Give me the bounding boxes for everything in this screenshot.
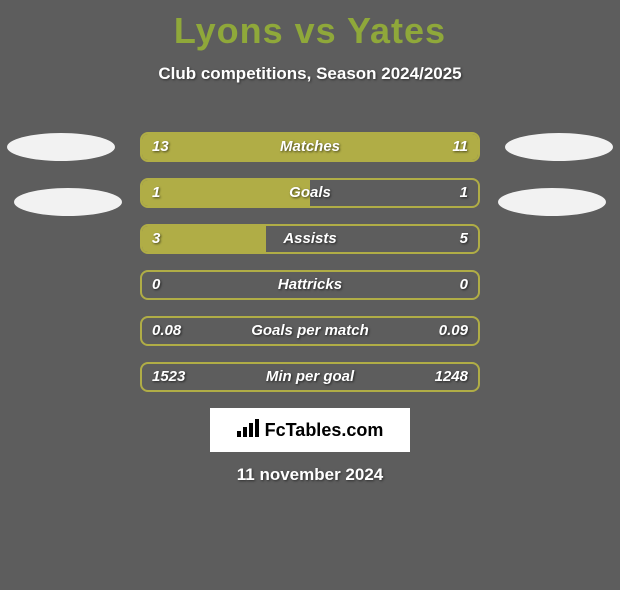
stat-value-right: 1248: [435, 364, 468, 390]
page-subtitle: Club competitions, Season 2024/2025: [0, 64, 620, 84]
source-logo: FcTables.com: [210, 408, 410, 452]
stat-value-right: 0: [460, 272, 468, 298]
stat-row: 0Hattricks0: [140, 270, 480, 300]
stat-row: 1Goals1: [140, 178, 480, 208]
stat-label: Assists: [142, 226, 478, 252]
stat-label: Goals per match: [142, 318, 478, 344]
stat-label: Matches: [142, 134, 478, 160]
source-logo-text: FcTables.com: [265, 420, 384, 441]
stat-row: 0.08Goals per match0.09: [140, 316, 480, 346]
player-right-avatar-bottom: [498, 188, 606, 216]
stat-value-right: 1: [460, 180, 468, 206]
page-title: Lyons vs Yates: [0, 10, 620, 52]
stat-row: 1523Min per goal1248: [140, 362, 480, 392]
date-label: 11 november 2024: [0, 465, 620, 485]
player-left-avatar-bottom: [14, 188, 122, 216]
stat-row: 13Matches11: [140, 132, 480, 162]
stat-value-right: 0.09: [439, 318, 468, 344]
chart-icon: [237, 419, 259, 442]
stat-row: 3Assists5: [140, 224, 480, 254]
stat-label: Goals: [142, 180, 478, 206]
comparison-bars: 13Matches11 1Goals1 3Assists5 0Hattricks0 0.…: [140, 132, 480, 408]
player-right-avatar-top: [505, 133, 613, 161]
stat-label: Hattricks: [142, 272, 478, 298]
player-left-avatar-top: [7, 133, 115, 161]
stat-label: Min per goal: [142, 364, 478, 390]
stat-value-right: 11: [452, 134, 468, 160]
stat-value-right: 5: [460, 226, 468, 252]
